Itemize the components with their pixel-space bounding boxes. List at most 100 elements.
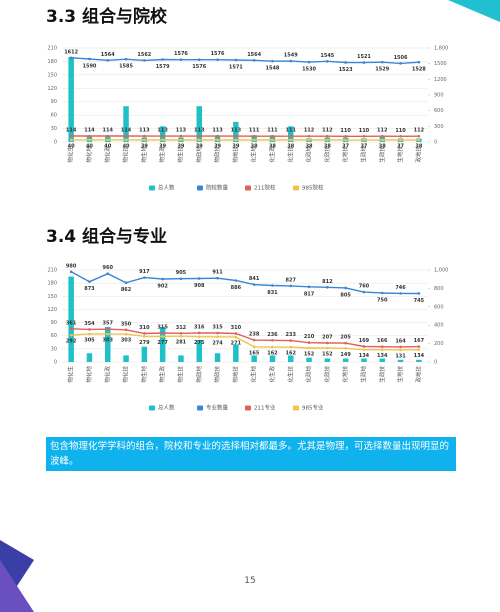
data-label: 303: [121, 338, 132, 344]
legend-label: 211院校: [254, 184, 276, 192]
data-label: 911: [212, 270, 223, 276]
point: [88, 134, 91, 138]
data-label: 169: [359, 338, 370, 344]
x-tick-label: 物生技: [176, 146, 184, 163]
data-label: 1576: [211, 51, 225, 57]
point: [252, 138, 256, 142]
bar: [159, 326, 166, 362]
data-label: 238: [249, 332, 260, 338]
data-label: 315: [212, 325, 223, 331]
point: [143, 276, 146, 279]
y2-tick-label: 1,000: [434, 268, 448, 274]
point: [307, 60, 311, 64]
y-tick-label: 180: [47, 281, 57, 287]
point: [362, 348, 366, 351]
data-label: 902: [157, 284, 168, 290]
page-number: 15: [244, 576, 256, 586]
data-label: 831: [267, 290, 278, 296]
data-label: 1579: [156, 64, 170, 70]
data-label: 1576: [174, 51, 188, 57]
point: [380, 60, 384, 64]
point: [380, 134, 384, 138]
point: [417, 348, 421, 351]
data-label: 1529: [375, 67, 389, 73]
point: [326, 341, 329, 345]
point: [399, 134, 402, 138]
point: [106, 138, 110, 142]
x-tick-label: 物政地: [195, 146, 203, 163]
point: [417, 292, 421, 295]
data-label: 1549: [284, 53, 298, 59]
point: [124, 332, 128, 336]
data-label: 905: [176, 270, 187, 276]
point: [216, 331, 219, 335]
bar: [196, 106, 202, 142]
point: [289, 134, 293, 138]
data-label: 862: [121, 287, 132, 293]
x-tick-label: 物化生: [67, 146, 75, 163]
y2-tick-label: 1500: [434, 61, 447, 67]
point: [88, 57, 91, 61]
bar: [342, 358, 349, 362]
data-label: 812: [322, 279, 333, 285]
data-label: 40: [104, 143, 111, 149]
point: [179, 277, 183, 281]
data-label: 316: [194, 324, 205, 330]
data-label: 113: [231, 128, 242, 134]
data-label: 167: [414, 338, 425, 344]
x-tick-label: 政地技: [414, 366, 422, 383]
point: [271, 345, 274, 349]
x-tick-label: 物地技: [231, 366, 239, 383]
x-tick-label: 物生地: [140, 366, 148, 383]
data-label: 113: [194, 128, 205, 134]
data-label: 38: [415, 144, 422, 150]
data-label: 39: [196, 143, 203, 149]
legend-label: 211专业: [254, 404, 276, 412]
point: [271, 59, 274, 63]
data-label: 152: [322, 352, 333, 358]
data-label: 149: [340, 352, 351, 358]
y2-tick-label: 900: [434, 93, 444, 99]
y2-tick-label: 0: [434, 360, 437, 366]
bar: [68, 56, 74, 143]
point: [143, 332, 146, 335]
data-label: 113: [212, 128, 223, 134]
y2-tick-label: 300: [434, 124, 444, 130]
y-tick-label: 120: [47, 307, 57, 313]
data-label: 134: [359, 353, 370, 359]
point: [88, 280, 91, 283]
x-tick-label: 物生政: [158, 146, 166, 163]
data-label: 1612: [64, 49, 78, 55]
y-tick-label: 30: [51, 346, 57, 352]
x-tick-label: 化生地: [250, 366, 258, 383]
point: [216, 58, 219, 61]
legend-swatch: [197, 185, 203, 191]
point: [399, 348, 402, 352]
x-tick-label: 物化技: [122, 366, 130, 383]
data-label: 354: [84, 321, 95, 327]
point: [271, 138, 274, 142]
data-label: 873: [84, 286, 95, 292]
point: [234, 58, 238, 62]
data-label: 1523: [339, 67, 353, 73]
bar: [178, 355, 184, 362]
bar: [123, 106, 129, 142]
data-label: 111: [249, 128, 260, 134]
point: [88, 138, 91, 142]
data-label: 271: [231, 341, 242, 347]
point: [216, 134, 219, 138]
x-tick-label: 化生技: [286, 366, 294, 383]
point: [307, 346, 311, 350]
point: [161, 277, 164, 281]
point: [399, 62, 402, 65]
data-label: 39: [141, 143, 148, 149]
point: [234, 279, 238, 282]
legend-label: 985院校: [302, 184, 324, 192]
x-tick-label: 物化生: [67, 366, 75, 383]
y2-tick-label: 600: [434, 108, 444, 114]
x-tick-label: 物化政: [103, 146, 111, 163]
point: [69, 134, 73, 138]
point: [326, 285, 329, 289]
y2-tick-label: 400: [434, 323, 444, 329]
